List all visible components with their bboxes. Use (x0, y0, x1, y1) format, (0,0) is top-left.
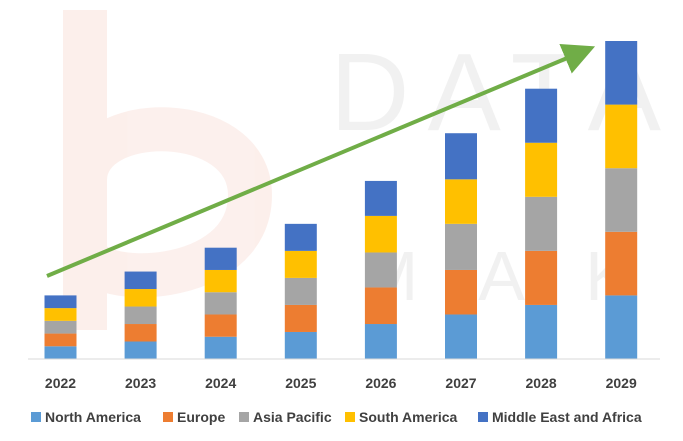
bar-segment-2025-south-america (284, 250, 317, 278)
bar-segment-2029-south-america (605, 104, 638, 169)
bar-segment-2027-middle-east-and-africa (445, 133, 477, 180)
x-tick-label-2023: 2023 (125, 375, 156, 391)
bar-segment-2025-asia-pacific (284, 277, 317, 305)
bar-segment-2022-europe (44, 333, 77, 347)
bar-segment-2026-europe (364, 287, 397, 325)
bar-segment-2026-middle-east-and-africa (364, 180, 397, 216)
legend-label: Middle East and Africa (492, 409, 642, 425)
bar-segment-2023-europe (124, 324, 157, 342)
bar-segment-2025-europe (284, 304, 317, 332)
legend-swatch (163, 412, 173, 422)
legend-item-asia-pacific: Asia Pacific (239, 409, 332, 425)
bar-segment-2027-north-america (445, 314, 477, 359)
x-tick-label-2026: 2026 (365, 375, 396, 391)
legend-label: Asia Pacific (253, 409, 332, 425)
legend-swatch (478, 412, 488, 422)
bar-segment-2028-asia-pacific (525, 196, 558, 251)
bar-segment-2027-asia-pacific (445, 223, 477, 270)
bar-segment-2023-north-america (124, 341, 157, 359)
bar-segment-2029-asia-pacific (605, 168, 638, 232)
bar-segment-2028-middle-east-and-africa (525, 88, 558, 143)
bar-segment-2022-north-america (44, 346, 77, 359)
legend-item-middle-east-and-africa: Middle East and Africa (478, 409, 642, 425)
bar-segment-2025-north-america (284, 331, 317, 359)
bar-segment-2022-asia-pacific (44, 320, 77, 334)
bar-segment-2024-europe (204, 314, 237, 337)
bar-segment-2029-europe (605, 231, 638, 296)
legend-label: South America (359, 409, 457, 425)
legend: North America Europe Asia Pacific South Ame… (31, 409, 642, 425)
trend-arrow (46, 43, 596, 278)
x-tick-label-2027: 2027 (445, 375, 476, 391)
x-tick-labels: 2022 2023 2024 2025 2026 2027 2028 2029 (45, 375, 637, 391)
legend-item-europe: Europe (163, 409, 225, 425)
legend-swatch (31, 412, 41, 422)
legend-swatch (239, 412, 249, 422)
bar-segment-2025-middle-east-and-africa (284, 223, 317, 251)
bar-segment-2026-north-america (364, 324, 397, 359)
x-tick-label-2025: 2025 (285, 375, 316, 391)
bar-segment-2024-north-america (204, 336, 237, 359)
legend-item-south-america: South America (345, 409, 457, 425)
bar-segment-2029-north-america (605, 295, 638, 359)
bar-segment-2026-asia-pacific (364, 252, 397, 288)
bar-segment-2028-north-america (525, 304, 558, 359)
bar-segment-2024-middle-east-and-africa (204, 247, 237, 270)
bar-segment-2027-south-america (445, 179, 477, 224)
bar-segment-2023-south-america (124, 289, 157, 307)
x-tick-label-2022: 2022 (45, 375, 76, 391)
bar-segment-2029-middle-east-and-africa (605, 41, 638, 105)
bar-segment-2024-south-america (204, 269, 237, 293)
bar-segment-2026-south-america (364, 215, 397, 253)
bar-segment-2028-south-america (525, 142, 558, 197)
bar-segment-2023-middle-east-and-africa (124, 271, 157, 290)
legend-swatch (345, 412, 355, 422)
legend-label: North America (45, 409, 141, 425)
bar-segment-2027-europe (445, 269, 477, 315)
bars-layer (44, 41, 638, 359)
bar-segment-2028-europe (525, 250, 558, 305)
x-tick-label-2028: 2028 (526, 375, 557, 391)
bar-segment-2023-asia-pacific (124, 306, 157, 325)
x-tick-label-2024: 2024 (205, 375, 236, 391)
bar-segment-2022-south-america (44, 308, 77, 321)
x-tick-label-2029: 2029 (606, 375, 637, 391)
legend-item-north-america: North America (31, 409, 141, 425)
legend-label: Europe (177, 409, 225, 425)
bar-segment-2024-asia-pacific (204, 292, 237, 315)
bar-segment-2022-middle-east-and-africa (44, 295, 77, 309)
